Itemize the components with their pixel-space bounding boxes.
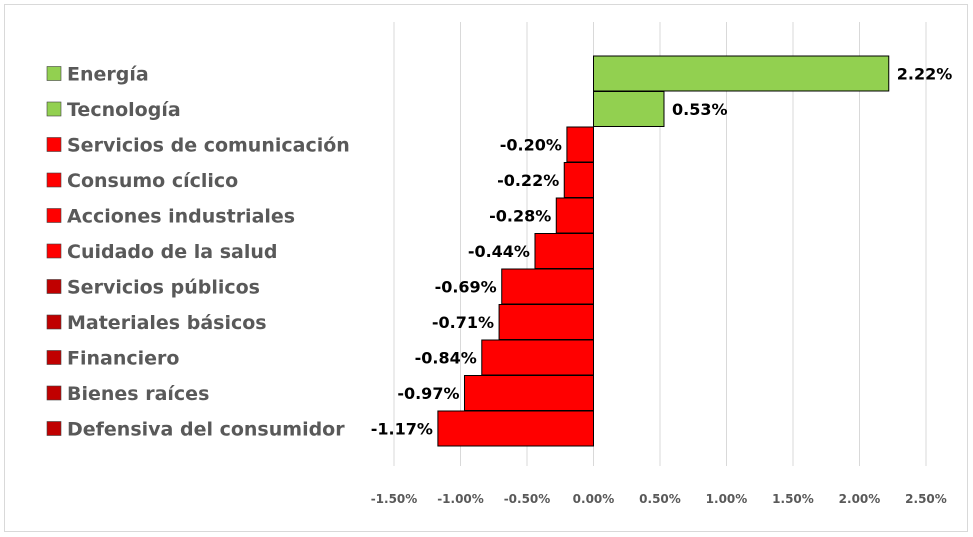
- legend-swatch: [46, 314, 62, 330]
- legend-swatch: [46, 421, 62, 436]
- legend-swatch: [46, 172, 62, 188]
- category-label: Acciones industriales: [67, 206, 295, 228]
- legend-swatch: [46, 279, 62, 294]
- category-label: Servicios públicos: [67, 277, 260, 299]
- bars: [437, 55, 890, 447]
- value-label: 2.22%: [897, 65, 953, 84]
- x-tick-label: 2.00%: [839, 492, 881, 506]
- category-label: Defensiva del consumidor: [67, 419, 345, 441]
- category-label: Tecnología: [67, 99, 181, 121]
- bar: [498, 304, 595, 340]
- bar: [534, 233, 594, 269]
- x-tick-label: 0.00%: [573, 492, 615, 506]
- bar: [555, 197, 595, 234]
- x-tick-label: -0.50%: [504, 492, 551, 506]
- bar: [593, 91, 665, 127]
- bar: [437, 410, 595, 447]
- category-label: Bienes raíces: [67, 383, 209, 405]
- x-axis-ticks: -1.50% -1.00% -0.50% 0.00% 0.50% 1.00% 1.50% 2.…: [371, 492, 947, 506]
- category-label: Materiales básicos: [67, 312, 267, 334]
- x-tick-label: 1.50%: [772, 492, 814, 506]
- category-label: Cuidado de la salud: [67, 241, 278, 263]
- value-label: -1.17%: [371, 420, 433, 439]
- value-label: -0.97%: [397, 384, 459, 403]
- legend-swatch: [46, 243, 62, 259]
- category-label: Energía: [67, 64, 149, 86]
- bar: [501, 268, 595, 305]
- value-label: -0.69%: [435, 278, 497, 297]
- value-label: -0.28%: [489, 207, 551, 226]
- legend-swatch: [46, 66, 62, 81]
- x-tick-label: 2.50%: [905, 492, 947, 506]
- category-label: Financiero: [67, 348, 179, 370]
- bar: [566, 126, 595, 163]
- category-label: Servicios de comunicación: [67, 135, 350, 157]
- x-tick-label: -1.00%: [437, 492, 484, 506]
- legend-swatch: [46, 101, 62, 117]
- legend-swatch: [46, 137, 62, 152]
- legend: Energía Tecnología Servicios de comunicaci…: [46, 64, 350, 441]
- legend-swatch: [46, 385, 62, 401]
- legend-swatch: [46, 350, 62, 365]
- gridlines: [393, 22, 927, 466]
- bar: [481, 339, 594, 376]
- value-label: -0.44%: [468, 242, 530, 261]
- legend-swatch: [46, 208, 62, 223]
- x-tick-label: -1.50%: [371, 492, 418, 506]
- value-label: 0.53%: [672, 100, 728, 119]
- value-label: -0.71%: [432, 313, 494, 332]
- value-labels: 2.22% 0.53% -0.20% -0.22% -0.28% -0.44% -0.69%…: [371, 65, 953, 439]
- value-label: -0.22%: [497, 171, 559, 190]
- bar: [563, 162, 594, 198]
- value-label: -0.84%: [415, 349, 477, 368]
- value-label: -0.20%: [500, 136, 562, 155]
- category-label: Consumo cíclico: [67, 170, 238, 192]
- x-tick-label: 1.00%: [706, 492, 748, 506]
- x-tick-label: 0.50%: [639, 492, 681, 506]
- bar: [463, 375, 594, 411]
- bar: [593, 55, 890, 92]
